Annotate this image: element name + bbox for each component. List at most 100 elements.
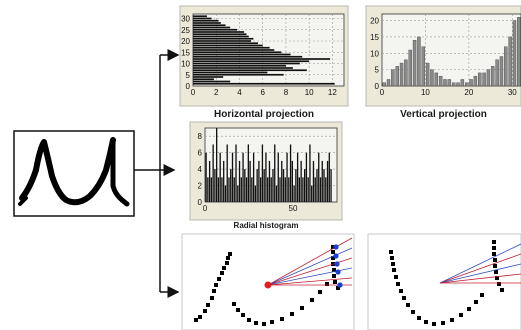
histogram-bar (274, 144, 276, 202)
projection-bar (486, 69, 491, 87)
histogram-bar (286, 152, 288, 202)
histogram-bar (238, 160, 241, 202)
projection-bar (193, 69, 307, 72)
polar-feature-panel-right (367, 233, 521, 330)
projection-bar (193, 17, 212, 20)
y-tick-label: 5 (375, 66, 380, 75)
projection-bar (193, 26, 231, 29)
projection-bar (425, 62, 430, 87)
connector-lines (134, 49, 180, 298)
histogram-bar (304, 169, 306, 202)
histogram-bar (210, 177, 213, 202)
vertical-projection-bars (382, 17, 521, 87)
projection-bar (512, 20, 517, 87)
x-tick-label: 6 (260, 88, 265, 97)
projection-bar (430, 69, 434, 87)
projection-bar (460, 79, 465, 87)
projection-bar (399, 62, 404, 87)
histogram-bar (254, 185, 257, 202)
projection-bar (508, 36, 512, 87)
histogram-bar (237, 185, 239, 202)
projection-bar (412, 39, 417, 87)
y-tick-label: 5 (186, 71, 191, 80)
histogram-bar (282, 169, 285, 202)
x-tick-label: 10 (305, 88, 314, 97)
horizontal-projection-caption: Horizontal projection (214, 109, 314, 120)
projection-bar (408, 49, 412, 87)
y-tick-label: 15 (181, 48, 190, 57)
histogram-bar (323, 169, 325, 202)
histogram-bar (256, 169, 258, 202)
polar-rays-right (439, 243, 521, 284)
projection-bar (193, 42, 259, 45)
histogram-bar (305, 152, 308, 202)
projection-bar (478, 72, 482, 87)
histogram-bar (267, 177, 269, 202)
histogram-bar (314, 177, 316, 202)
x-tick-label: 4 (237, 88, 242, 97)
histogram-bar (231, 152, 234, 202)
histogram-bar (275, 185, 278, 202)
histogram-bar (293, 185, 295, 202)
projection-bar (193, 76, 224, 78)
projection-bar (193, 80, 231, 83)
horizontal-projection-x-ticks: 0 2 4 6 8 10 12 (191, 88, 338, 97)
y-tick-label: 30 (181, 15, 190, 24)
projection-bar (193, 60, 310, 63)
histogram-bar (217, 177, 220, 202)
histogram-bar (298, 177, 301, 202)
projection-bar (193, 28, 238, 31)
horizontal-projection-y-ticks: 0 5 10 15 20 25 30 (181, 15, 190, 92)
histogram-bar (242, 152, 244, 202)
histogram-bar (216, 128, 218, 202)
histogram-bar (261, 144, 264, 202)
y-tick-label: 8 (198, 132, 203, 141)
x-tick-label: 50 (289, 204, 298, 213)
projection-bar (193, 49, 275, 51)
y-tick-label: 0 (186, 82, 191, 91)
histogram-bar (235, 144, 237, 202)
projection-bar (193, 78, 214, 81)
projection-bar (395, 66, 399, 87)
histogram-bar (212, 144, 214, 202)
projection-bar (193, 33, 247, 36)
histogram-bar (223, 160, 225, 202)
projection-bar (193, 15, 207, 18)
y-tick-label: 25 (181, 26, 190, 35)
histogram-bar (330, 169, 332, 202)
y-tick-label: 10 (181, 60, 190, 69)
projection-bar (438, 75, 443, 87)
projection-bar (491, 66, 495, 87)
histogram-bar (296, 152, 299, 202)
histogram-bar (277, 152, 279, 202)
histogram-bar (219, 152, 221, 202)
radial-histogram-bars (205, 128, 332, 202)
histogram-bar (326, 160, 329, 202)
projection-bar (404, 59, 408, 87)
x-tick-label: 0 (380, 88, 385, 97)
y-tick-label: 0 (198, 198, 203, 207)
histogram-bar (312, 160, 315, 202)
projection-bar (193, 73, 284, 76)
projection-bar (193, 22, 221, 24)
histogram-bar (321, 160, 323, 202)
histogram-bar (270, 177, 272, 202)
projection-bar (495, 59, 499, 87)
intersection-markers-left (333, 244, 343, 288)
vertical-projection-y-ticks: 0 5 10 15 20 (370, 17, 379, 91)
histogram-bar (258, 160, 260, 202)
histogram-bar (221, 177, 223, 202)
projection-bar (193, 53, 291, 56)
histogram-bar (284, 177, 286, 202)
centroid-point-left (264, 281, 272, 289)
histogram-bar (328, 152, 330, 202)
projection-bar (469, 79, 473, 87)
projection-bar (193, 62, 300, 65)
histogram-bar (207, 177, 209, 202)
histogram-bar (302, 177, 304, 202)
projection-bar (193, 46, 270, 49)
histogram-bar (318, 152, 320, 202)
radial-histogram-x-ticks: 0 50 (203, 204, 298, 213)
